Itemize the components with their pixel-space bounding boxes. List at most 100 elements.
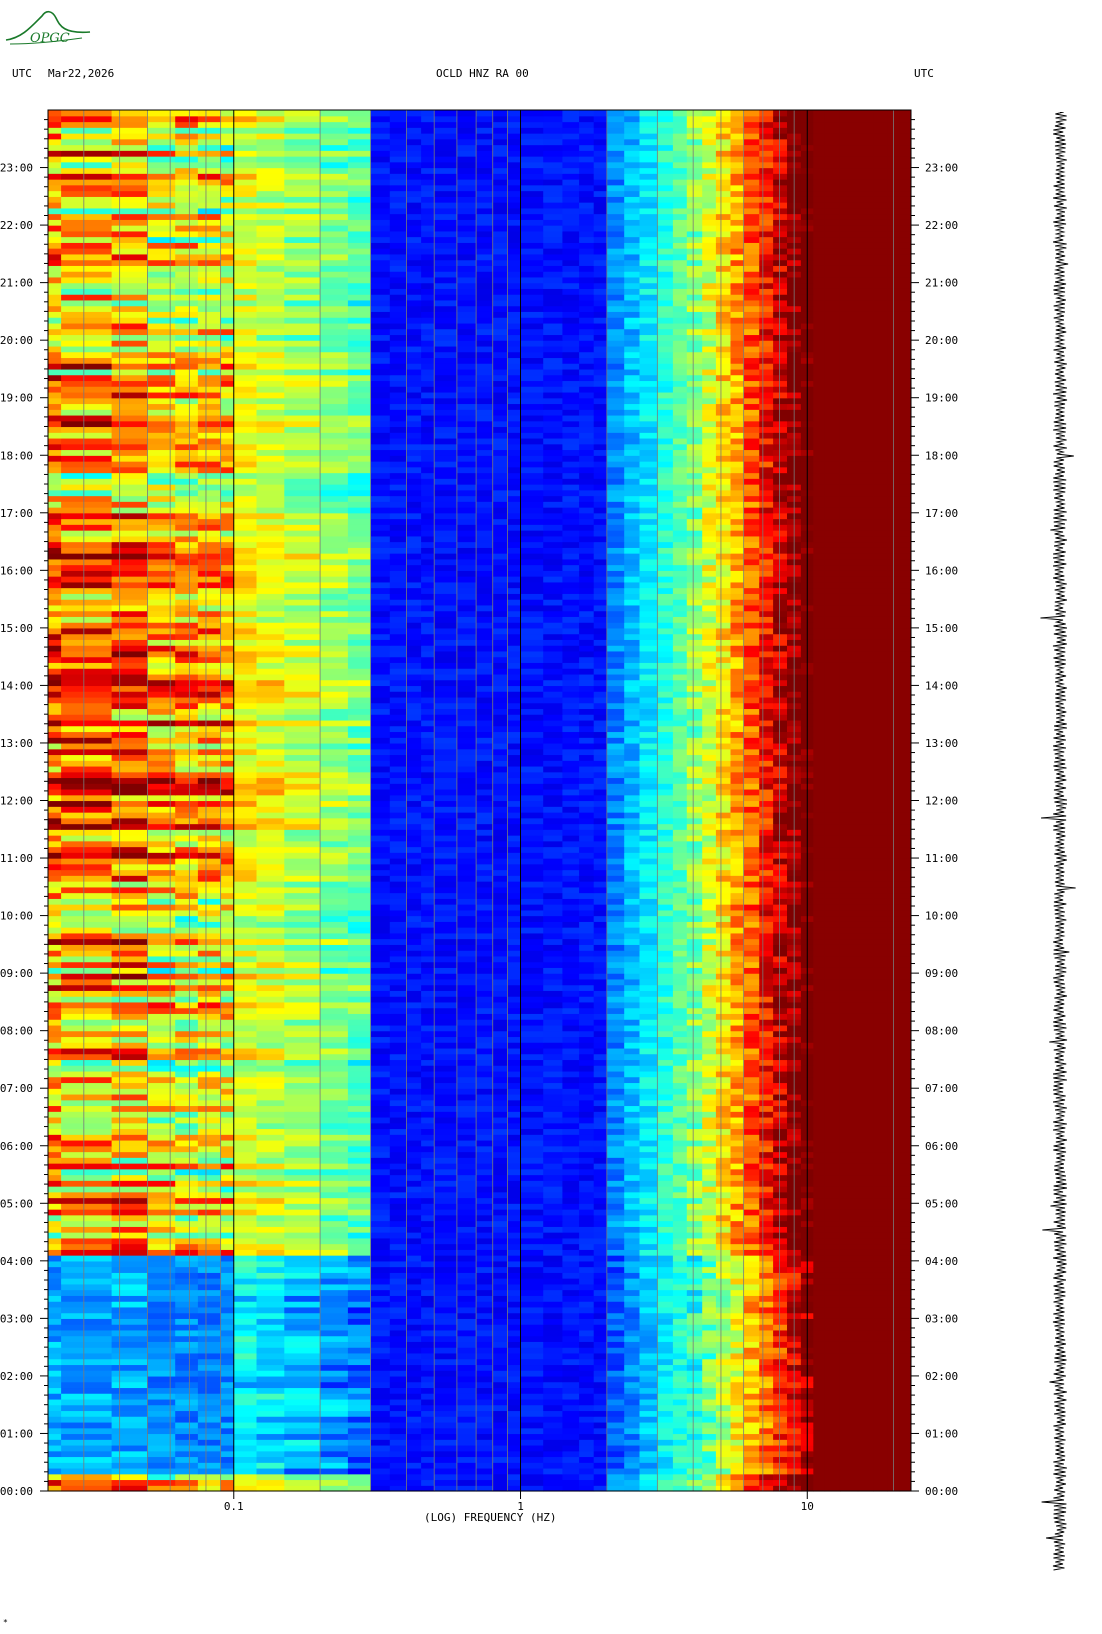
heatmap-cell bbox=[370, 1335, 391, 1342]
heatmap-cell bbox=[256, 1335, 285, 1342]
heatmap-cell bbox=[773, 892, 788, 899]
heatmap-cell bbox=[543, 1456, 563, 1463]
heatmap-cell bbox=[773, 1151, 788, 1158]
heatmap-cell bbox=[456, 1070, 477, 1078]
heatmap-cell bbox=[476, 1094, 494, 1101]
heatmap-cell bbox=[672, 944, 688, 951]
heatmap-cell bbox=[743, 1065, 760, 1072]
heatmap-cell bbox=[406, 1473, 422, 1481]
heatmap-cell bbox=[672, 955, 688, 963]
heatmap-cell bbox=[220, 904, 235, 911]
heatmap-cell bbox=[434, 1209, 458, 1216]
heatmap-cell bbox=[147, 1105, 176, 1112]
heatmap-cell bbox=[899, 1404, 912, 1412]
heatmap-cell bbox=[370, 1456, 391, 1463]
heatmap-cell bbox=[111, 1180, 148, 1187]
heatmap-cell bbox=[370, 1186, 391, 1193]
heatmap-cell bbox=[61, 996, 113, 1003]
heatmap-cell bbox=[284, 1335, 321, 1342]
heatmap-cell bbox=[197, 973, 222, 980]
heatmap-cell bbox=[507, 1065, 521, 1072]
heatmap-cell bbox=[520, 1393, 544, 1400]
heatmap-cell bbox=[624, 1094, 640, 1101]
heatmap-cell bbox=[48, 1174, 62, 1181]
heatmap-cell bbox=[61, 1094, 113, 1101]
heatmap-cell bbox=[593, 1220, 608, 1227]
heatmap-cell bbox=[111, 1237, 148, 1245]
heatmap-cell bbox=[759, 1122, 774, 1130]
heatmap-cell bbox=[624, 1404, 640, 1412]
heatmap-cell bbox=[606, 1030, 625, 1038]
heatmap-cell bbox=[579, 915, 595, 922]
heatmap-cell bbox=[389, 944, 407, 951]
heatmap-cell bbox=[857, 886, 874, 894]
heatmap-cell bbox=[520, 1485, 544, 1492]
heatmap-cell bbox=[759, 1047, 774, 1055]
heatmap-cell bbox=[476, 1318, 494, 1325]
heatmap-cell bbox=[421, 1105, 435, 1112]
heatmap-cell bbox=[476, 1473, 494, 1481]
heatmap-cell bbox=[520, 1030, 544, 1038]
heatmap-cell bbox=[715, 1168, 732, 1176]
heatmap-cell bbox=[233, 1013, 257, 1020]
heatmap-cell bbox=[256, 1076, 285, 1084]
heatmap-cell bbox=[434, 1329, 458, 1337]
heatmap-cell bbox=[639, 1128, 658, 1135]
heatmap-cell bbox=[175, 927, 199, 934]
heatmap-cell bbox=[220, 1226, 235, 1233]
heatmap-cell bbox=[657, 1191, 674, 1199]
heatmap-cell bbox=[813, 1180, 826, 1187]
heatmap-cell bbox=[730, 1111, 745, 1118]
heatmap-cell bbox=[256, 938, 285, 945]
heatmap-cell bbox=[492, 1088, 508, 1095]
heatmap-cell bbox=[715, 1387, 732, 1394]
heatmap-cell bbox=[111, 1013, 148, 1020]
heatmap-cell bbox=[220, 881, 235, 888]
heatmap-cell bbox=[873, 967, 888, 974]
heatmap-cell bbox=[421, 1042, 435, 1049]
heatmap-cell bbox=[715, 1030, 732, 1038]
heatmap-cell bbox=[593, 1209, 608, 1216]
heatmap-cell bbox=[672, 1381, 688, 1389]
heatmap-cell bbox=[579, 1019, 595, 1026]
heatmap-cell bbox=[759, 1237, 774, 1245]
heatmap-cell bbox=[672, 1232, 688, 1239]
heatmap-cell bbox=[389, 961, 407, 968]
heatmap-cell bbox=[48, 904, 62, 911]
heatmap-cell bbox=[370, 1163, 391, 1170]
heatmap-cell bbox=[220, 1151, 235, 1158]
heatmap-cell bbox=[743, 938, 760, 945]
heatmap-cell bbox=[389, 1140, 407, 1147]
heatmap-cell bbox=[873, 1024, 888, 1032]
heatmap-cell bbox=[233, 932, 257, 940]
heatmap-cell bbox=[434, 1364, 458, 1371]
heatmap-cell bbox=[824, 1404, 841, 1412]
heatmap-cell bbox=[320, 892, 349, 899]
heatmap-cell bbox=[579, 1427, 595, 1435]
heatmap-cell bbox=[320, 950, 349, 957]
heatmap-cell bbox=[730, 1341, 745, 1348]
heatmap-cell bbox=[507, 1226, 521, 1233]
heatmap-cell bbox=[579, 904, 595, 911]
heatmap-cell bbox=[686, 1301, 703, 1308]
heatmap-cell bbox=[456, 921, 477, 928]
heatmap-cell bbox=[476, 1312, 494, 1319]
heatmap-cell bbox=[824, 944, 841, 951]
heatmap-cell bbox=[320, 1237, 349, 1245]
heatmap-cell bbox=[715, 1422, 732, 1429]
heatmap-cell bbox=[759, 1479, 774, 1486]
heatmap-cell bbox=[434, 915, 458, 922]
heatmap-cell bbox=[256, 1186, 285, 1193]
heatmap-cell bbox=[743, 1427, 760, 1435]
heatmap-cell bbox=[456, 990, 477, 997]
heatmap-cell bbox=[256, 1352, 285, 1360]
heatmap-cell bbox=[773, 915, 788, 922]
heatmap-cell bbox=[421, 1209, 435, 1216]
heatmap-cell bbox=[507, 1180, 521, 1187]
heatmap-cell bbox=[593, 927, 608, 934]
heatmap-cell bbox=[824, 1076, 841, 1084]
heatmap-cell bbox=[520, 1410, 544, 1417]
heatmap-cell bbox=[773, 1209, 788, 1216]
heatmap-cell bbox=[233, 1272, 257, 1279]
heatmap-cell bbox=[389, 904, 407, 911]
